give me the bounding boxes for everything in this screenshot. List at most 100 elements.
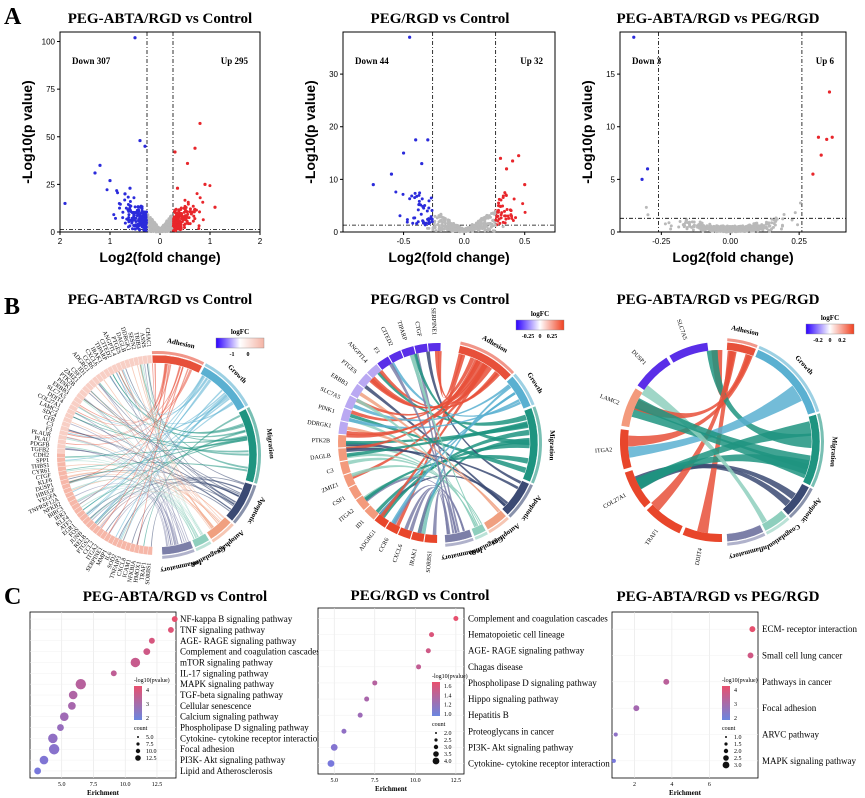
- sig-point: [132, 224, 136, 228]
- chord-ribbon: [409, 487, 450, 535]
- gene-arc: [427, 343, 441, 352]
- gene-label: CTGF: [413, 321, 422, 338]
- sig-point: [425, 209, 429, 213]
- chord-ribbon: [438, 351, 463, 398]
- gene-arc: [76, 509, 86, 518]
- gene-arc: [68, 404, 78, 412]
- gene-label: IRAK1: [409, 548, 419, 567]
- sig-point: [188, 207, 192, 211]
- gene-point: [437, 215, 441, 219]
- sig-point: [499, 216, 503, 220]
- category-arc-outer: [765, 517, 790, 535]
- gene-arc: [137, 356, 144, 365]
- sig-point: [124, 206, 128, 210]
- pathway-dot: [59, 712, 69, 721]
- volcano-plot-3: PEG-ABTA/RGD vs PEG/RGD -0.25 0.00 0.25 0 5 10…: [579, 11, 847, 265]
- gene-point: [493, 220, 497, 224]
- highlight-point: [830, 135, 834, 139]
- gene-point: [453, 228, 457, 232]
- sig-point: [497, 201, 501, 205]
- gene-point: [483, 229, 487, 233]
- sig-point: [195, 192, 199, 196]
- sig-point: [179, 220, 183, 224]
- gene-point: [479, 220, 483, 224]
- count-legend-dot: [723, 755, 729, 761]
- gene-arc: [73, 396, 83, 405]
- gene-label: PTK2B: [312, 438, 330, 444]
- highlight-point: [816, 135, 821, 139]
- gene-point: [761, 228, 765, 232]
- x-tick-label: 10.0: [410, 778, 421, 784]
- highlight-point: [133, 36, 137, 40]
- highlight-point: [645, 167, 650, 171]
- chord-ribbon: [417, 488, 451, 535]
- sig-point: [137, 219, 141, 223]
- gene-arc: [79, 389, 88, 398]
- gene-label: ID1: [355, 519, 366, 530]
- x-axis-label: Erichment: [669, 789, 702, 797]
- gene-point: [169, 215, 173, 219]
- sig-point: [413, 196, 417, 200]
- gene-point: [793, 211, 797, 215]
- category-arc-outer: [531, 406, 542, 484]
- gene-arc: [119, 360, 127, 370]
- gene-arc: [348, 484, 362, 500]
- gene-arc: [65, 491, 74, 499]
- gene-arc: [364, 505, 379, 520]
- gene-point: [691, 228, 695, 232]
- gene-label: ADGRG1: [359, 529, 378, 552]
- highlight-point: [128, 186, 132, 190]
- gene-arc: [374, 514, 390, 528]
- gene-point: [700, 221, 704, 225]
- chord-ribbon: [404, 486, 457, 534]
- highlight-point: [123, 192, 127, 196]
- gene-point: [780, 223, 784, 227]
- gene-arc: [112, 537, 120, 547]
- gene-arc: [637, 357, 671, 390]
- gene-point: [677, 225, 681, 229]
- gene-point: [476, 220, 480, 224]
- gene-arc: [401, 346, 416, 358]
- gene-arc: [89, 522, 98, 532]
- gene-point: [408, 197, 412, 201]
- sig-point: [503, 209, 507, 213]
- pathway-label: Phospholipase D signaling pathway: [468, 678, 597, 688]
- gene-point: [153, 224, 157, 228]
- gene-label: PLAU: [34, 436, 51, 444]
- sig-point: [132, 218, 136, 222]
- gene-point: [448, 224, 452, 228]
- count-tick: 5.0: [146, 735, 154, 741]
- pathway-label: IL-17 signaling pathway: [180, 668, 269, 678]
- gene-label: CITED2: [379, 326, 393, 347]
- gene-arc: [59, 430, 68, 436]
- gene-label: SLC7A5: [675, 319, 688, 341]
- y-tick-label: 0: [611, 228, 616, 237]
- highlight-point: [198, 121, 202, 126]
- highlight-point: [414, 138, 418, 142]
- count-legend-dot: [135, 755, 141, 761]
- plot-frame: [611, 611, 759, 779]
- category-arc-outer: [508, 484, 533, 518]
- gene-point: [486, 227, 490, 231]
- gene-label: LAMC2: [599, 394, 620, 407]
- category-arc-inner: [506, 375, 532, 410]
- gene-label: SDC4: [41, 408, 57, 419]
- sig-point: [130, 227, 134, 231]
- category-arc-inner: [200, 366, 246, 412]
- sig-point: [118, 206, 122, 210]
- pathway-label: Focal adhesion: [180, 744, 235, 754]
- gene-point: [685, 225, 689, 229]
- gene-arc: [147, 546, 153, 555]
- sig-point: [506, 214, 510, 218]
- gene-arc: [124, 359, 131, 369]
- pathway-dot: [364, 696, 370, 702]
- chord-ribbon: [395, 353, 466, 527]
- gene-point: [140, 207, 144, 211]
- gene-label: CXCL8: [116, 557, 127, 577]
- gene-point: [427, 206, 431, 210]
- gene-point: [669, 224, 673, 228]
- gene-point: [751, 227, 755, 231]
- chord-title: PEG/RGD vs Control: [371, 292, 510, 308]
- gene-label: KLF6: [37, 478, 52, 487]
